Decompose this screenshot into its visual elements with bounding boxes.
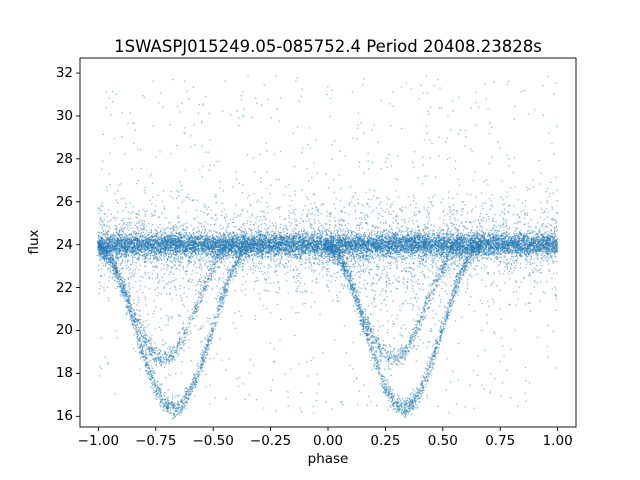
x-tick-label: −1.00: [77, 433, 120, 449]
x-tick-label: 0.25: [370, 433, 401, 449]
y-tick-label: 16: [55, 408, 73, 425]
x-tick-label: 0.75: [485, 433, 516, 449]
x-tick-label: −0.50: [192, 433, 234, 449]
x-tick-label: −0.75: [135, 433, 177, 449]
x-tick-label: 0.50: [427, 433, 458, 449]
y-tick-label: 18: [55, 365, 73, 382]
y-tick-label: 32: [55, 65, 73, 82]
y-tick-label: 26: [55, 193, 73, 210]
x-tick-label: −0.25: [249, 433, 292, 449]
x-tick-label: 1.00: [542, 433, 573, 449]
x-tick-label: 0.00: [312, 433, 344, 449]
y-tick-label: 30: [55, 107, 73, 124]
x-axis-label: phase: [307, 451, 349, 467]
chart-title: 1SWASPJ015249.05-085752.4 Period 20408.2…: [114, 37, 542, 56]
y-tick-label: 28: [55, 150, 73, 167]
y-axis-label: flux: [26, 229, 42, 255]
y-tick-label: 20: [55, 322, 73, 339]
y-tick-label: 22: [55, 279, 73, 296]
y-tick-label: 24: [55, 236, 73, 253]
